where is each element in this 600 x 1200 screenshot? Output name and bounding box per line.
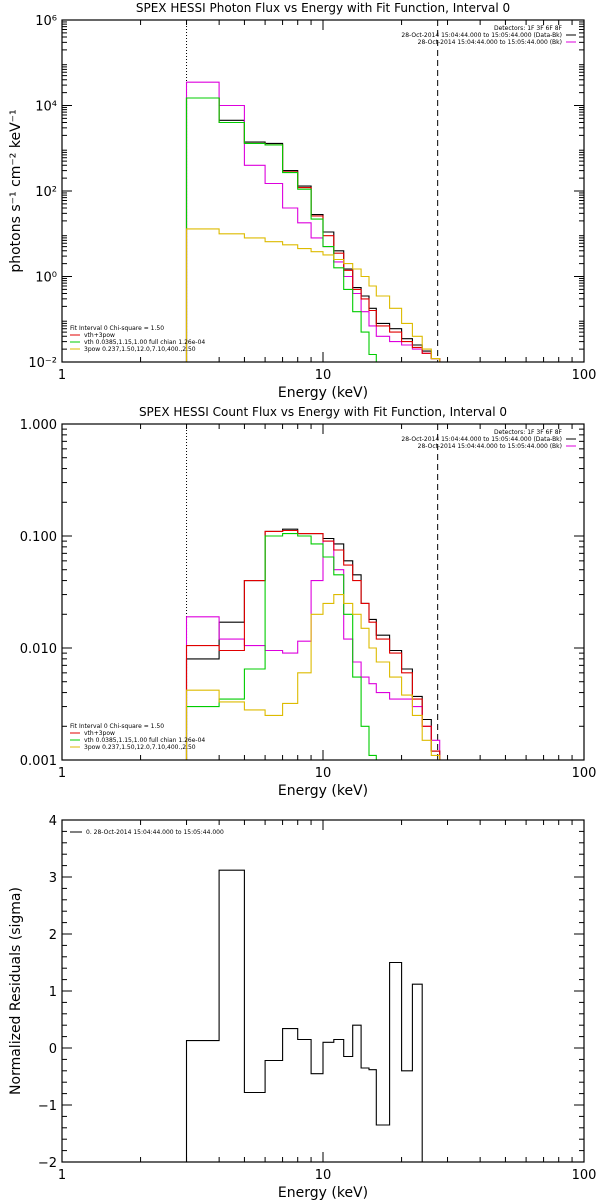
chart-panel-3: 1 10 100 −2 −1 0 1 2 3 4 Energy (keV) Normalized Re… [8,814,596,1200]
y-tick-label: 10⁶ [35,14,57,29]
legend-text: vth+3pow [84,730,115,737]
y-tick-label: −1 [38,1099,57,1114]
series-vth-3pow [185,529,441,760]
plot-frame [61,819,585,1163]
x-tick-label: 10 [315,1168,332,1183]
plot-frame [61,423,585,761]
x-tick-label: 1 [58,1168,66,1183]
series-group [185,81,441,362]
legend-text: 28-Oct-2014 15:04:44.000 to 15:05:44.000… [418,39,562,46]
y-tick-label: 1.000 [20,418,57,433]
legend-text: 3pow 0.237,1.50,12.0,7.10,400.,2.50 [84,346,196,353]
series-0-28-oct-2014-15-04-44-000-to-15-05-44-000 [185,869,423,1162]
series-3pow [185,228,441,362]
legend-text: Detectors: 1F 3F 6F 8F [494,429,563,436]
legend-text: vth 0.0385,1.15,1.00 full chian 1.26e-04 [84,339,205,346]
legend-text: 3pow 0.237,1.50,12.0,7.10,400.,2.50 [84,744,196,751]
x-axis-label: Energy (keV) [278,385,368,401]
y-tick-label: 0.010 [20,642,57,657]
x-tick-label: 10 [315,766,332,781]
legend-text: Fit Interval 0 Chi-square = 1.50 [70,723,164,730]
y-axis-label: Normalized Residuals (sigma) [8,887,24,1095]
x-tick-label: 1 [58,766,66,781]
legend-text: vth+3pow [84,332,115,339]
legend-text: 28-Oct-2014 15:04:44.000 to 15:05:44.000… [401,436,562,443]
series-group [185,869,423,1162]
y-tick-label: 2 [49,928,57,943]
x-axis-label: Energy (keV) [278,1185,368,1200]
y-tick-label: 10⁻² [28,356,57,371]
legend-text: 28-Oct-2014 15:04:44.000 to 15:05:44.000… [401,32,562,39]
legend-text: 28-Oct-2014 15:04:44.000 to 15:05:44.000… [418,443,562,450]
y-axis-label: photons s⁻¹ cm⁻² keV⁻¹ [8,109,24,272]
x-tick-label: 10 [315,368,332,383]
y-tick-label: 1 [49,985,57,1000]
x-tick-label: 100 [572,766,597,781]
legend-text: 0. 28-Oct-2014 15:04:44.000 to 15:05:44.… [86,829,224,836]
chart-panel-1: SPEX HESSI Photon Flux vs Energy with Fi… [8,1,596,401]
chart-panel-2: SPEX HESSI Count Flux vs Energy with Fit… [20,405,597,799]
x-tick-label: 100 [572,368,597,383]
y-tick-label: 10² [35,185,57,200]
y-tick-label: 0.001 [20,754,57,769]
y-tick-label: 4 [49,814,57,829]
x-axis-label: Energy (keV) [278,783,368,799]
legend-text: Detectors: 1F 3F 6F 8F [494,25,563,32]
y-tick-label: 10⁴ [35,100,57,115]
chart-title: SPEX HESSI Photon Flux vs Energy with Fi… [136,1,510,15]
y-tick-label: 3 [49,871,57,886]
series-3pow [185,594,441,760]
chart-title: SPEX HESSI Count Flux vs Energy with Fit… [139,405,507,419]
y-tick-label: 10⁰ [35,271,57,286]
series-group [185,528,441,760]
plot-frame [61,19,585,363]
series-data-bk [185,528,441,760]
y-tick-label: −2 [38,1156,57,1171]
y-tick-label: 0.100 [20,530,57,545]
y-tick-label: 0 [49,1042,57,1057]
x-tick-label: 1 [58,368,66,383]
legend-text: vth 0.0385,1.15,1.00 full chian 1.26e-04 [84,737,205,744]
legend-text: Fit Interval 0 Chi-square = 1.50 [70,325,164,332]
series-vth [185,533,440,760]
x-tick-label: 100 [572,1168,597,1183]
